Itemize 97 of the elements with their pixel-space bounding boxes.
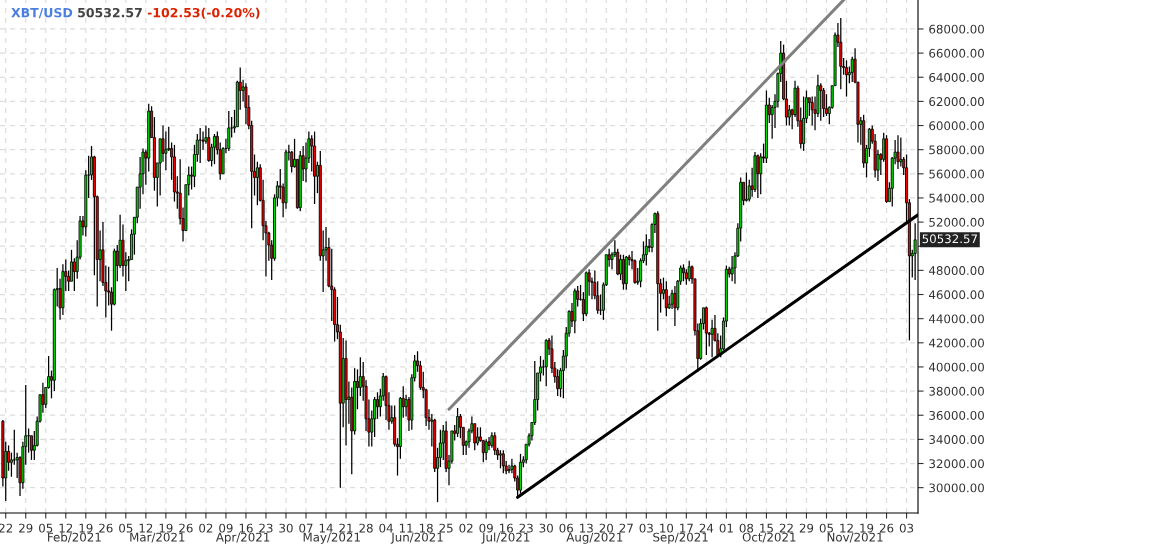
y-tick-label: 68000.00 bbox=[929, 24, 984, 34]
candlestick bbox=[164, 130, 168, 171]
x-tick-label: 03 bbox=[639, 523, 653, 533]
x-tick-label: 23 bbox=[519, 523, 533, 533]
candlestick bbox=[744, 171, 748, 203]
candlestick bbox=[896, 134, 900, 170]
x-tick-label: 07 bbox=[299, 523, 313, 533]
y-tick-label: 66000.00 bbox=[929, 48, 984, 58]
y-tick-label: 48000.00 bbox=[928, 266, 984, 276]
y-tick-label: 46000.00 bbox=[928, 290, 984, 300]
x-tick-label: 23 bbox=[259, 523, 273, 533]
candlestick bbox=[822, 87, 826, 118]
x-tick-label: 12 bbox=[59, 523, 73, 533]
text: XBT/USD bbox=[11, 7, 73, 19]
candlestick bbox=[198, 127, 202, 164]
x-tick-label: 12 bbox=[840, 523, 853, 533]
x-tick-label: 01 bbox=[719, 523, 733, 533]
x-tick-label: 18 bbox=[419, 523, 433, 533]
x2-tick-label: Sep/2021 bbox=[653, 532, 708, 544]
candlestick bbox=[212, 133, 216, 165]
x-tick-label: 16 bbox=[499, 523, 513, 533]
x2-tick-label: Oct/2021 bbox=[742, 532, 796, 543]
y-tick-label: 62000.00 bbox=[929, 97, 984, 107]
candlestick bbox=[227, 110, 231, 152]
x-tick-label: 05 bbox=[39, 523, 53, 533]
x-tick-label: 29 bbox=[799, 523, 814, 533]
candlestick bbox=[810, 95, 814, 127]
x-tick-label: 26 bbox=[879, 523, 894, 533]
x-tick-label: 02 bbox=[459, 523, 473, 533]
x-tick-label: 14 bbox=[319, 523, 333, 533]
x-tick-label: 05 bbox=[119, 523, 133, 533]
x-tick-label: 20 bbox=[599, 523, 614, 533]
candlestick bbox=[376, 391, 379, 420]
x-tick-label: 09 bbox=[479, 523, 493, 533]
candlestick bbox=[899, 136, 903, 168]
x-tick-label: 12 bbox=[139, 523, 153, 533]
x-tick-label: 28 bbox=[359, 523, 373, 533]
x-tick-label: 30 bbox=[279, 523, 293, 533]
x-tick-label: 04 bbox=[379, 523, 393, 533]
y-tick-label: 38000.00 bbox=[929, 386, 984, 396]
x2-tick-label: Nov/2021 bbox=[827, 532, 883, 543]
x-tick-label: 15 bbox=[760, 523, 773, 533]
x-tick-label: 10 bbox=[660, 523, 674, 533]
y-tick-label: 32000.00 bbox=[929, 459, 984, 469]
candlestick bbox=[619, 254, 623, 281]
x2-tick-label: Jul/2021 bbox=[481, 532, 530, 544]
x2-tick-label: Jun/2021 bbox=[390, 532, 443, 544]
x-tick-label: 03 bbox=[899, 523, 914, 533]
y-tick-label: 42000.00 bbox=[928, 338, 984, 348]
y-tick-label: 54000.00 bbox=[929, 193, 984, 203]
x-tick-label: 19 bbox=[79, 523, 93, 533]
x-tick-label: 21 bbox=[339, 523, 353, 533]
y-tick-label: 60000.00 bbox=[929, 121, 984, 131]
x-tick-label: 27 bbox=[619, 523, 633, 533]
x-tick-label: 30 bbox=[539, 523, 553, 533]
candlestick bbox=[244, 82, 248, 125]
x-tick-label: 05 bbox=[819, 523, 833, 533]
x-tick-label: 16 bbox=[239, 523, 253, 533]
x-tick-label: 29 bbox=[19, 523, 33, 533]
x-tick-label: 13 bbox=[580, 523, 593, 533]
x2-tick-label: Feb/2021 bbox=[48, 532, 101, 543]
x2-tick-label: May/2021 bbox=[303, 532, 360, 544]
annotation: 50532.57 bbox=[922, 234, 977, 244]
x-tick-label: 17 bbox=[680, 523, 693, 533]
x-tick-label: 09 bbox=[219, 523, 233, 533]
y-tick-label: 56000.00 bbox=[929, 169, 984, 179]
y-tick-label: 58000.00 bbox=[929, 145, 984, 155]
x2-tick-label: Aug/2021 bbox=[566, 532, 623, 544]
y-tick-label: 52000.00 bbox=[929, 217, 984, 227]
x-tick-label: 06 bbox=[559, 523, 574, 533]
candlestick bbox=[682, 263, 685, 282]
x-tick-label: 22 bbox=[779, 523, 793, 533]
x2-tick-label: Apr/2021 bbox=[215, 532, 270, 544]
x-tick-label: 19 bbox=[159, 523, 173, 533]
candlestick bbox=[12, 429, 16, 466]
x-tick-label: 22 bbox=[0, 523, 13, 533]
text: 50532.57 bbox=[78, 7, 142, 18]
x2-tick-label: Mar/2021 bbox=[130, 532, 185, 543]
candlestick bbox=[207, 127, 211, 163]
annotation: -102.53(-0.20%) bbox=[147, 7, 260, 19]
candlestick bbox=[456, 407, 460, 438]
x-tick-label: 26 bbox=[99, 523, 113, 533]
candlestick bbox=[484, 438, 488, 461]
y-tick-label: 44000.00 bbox=[928, 314, 984, 324]
y-tick-label: 40000.00 bbox=[928, 362, 984, 372]
x-tick-label: 25 bbox=[439, 523, 453, 533]
y-tick-label: 30000.00 bbox=[929, 483, 984, 493]
x-tick-label: 08 bbox=[739, 523, 754, 533]
y-tick-label: 36000.00 bbox=[929, 410, 984, 420]
x-tick-label: 11 bbox=[399, 523, 413, 533]
x-tick-label: 19 bbox=[860, 523, 874, 533]
y-tick-label: 34000.00 bbox=[929, 435, 984, 445]
x-tick-label: 26 bbox=[179, 523, 193, 533]
x-tick-label: 24 bbox=[699, 523, 714, 533]
y-tick-label: 64000.00 bbox=[929, 72, 984, 82]
candlestick bbox=[687, 260, 691, 282]
x-tick-label: 02 bbox=[199, 523, 213, 533]
